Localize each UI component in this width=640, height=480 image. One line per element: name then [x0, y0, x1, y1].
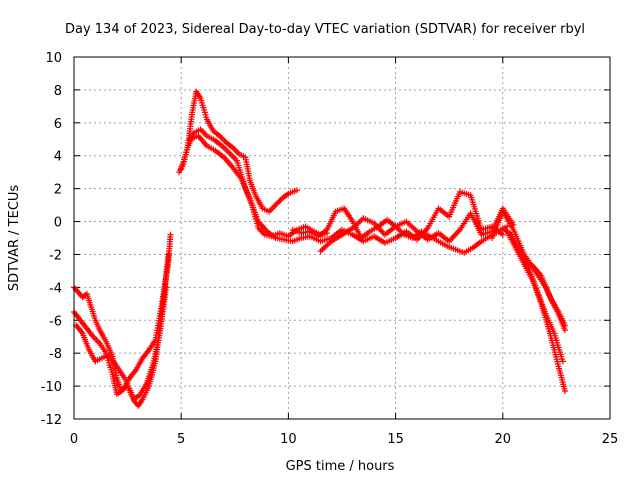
series-line — [180, 128, 328, 238]
series-trace-c — [73, 284, 170, 403]
plus-markers — [504, 228, 568, 395]
y-tick-label: 8 — [54, 84, 62, 99]
y-tick-label: 6 — [54, 117, 62, 132]
plot-frame — [73, 56, 611, 420]
series-trace-d — [176, 88, 300, 215]
series-trace-h — [306, 188, 506, 246]
axis-ticks: 0 5 10 15 20 25 -12 -10 -8 -6 -4 -2 0 2 4 6 8 10 — [41, 51, 619, 447]
y-tick-label: -2 — [49, 248, 62, 263]
y-tick-label: -12 — [41, 413, 62, 428]
data-series — [71, 88, 568, 409]
x-tick-label: 0 — [70, 432, 78, 447]
y-tick-label: 0 — [54, 216, 62, 231]
x-axis-label: GPS time / hours — [286, 459, 395, 474]
y-tick-label: -6 — [49, 314, 62, 329]
plus-markers — [178, 126, 330, 240]
series-line — [502, 227, 564, 362]
plus-markers — [186, 133, 313, 245]
y-tick-label: -10 — [41, 380, 62, 395]
series-trace-e — [178, 126, 330, 240]
plus-markers — [73, 284, 170, 403]
y-tick-label: -8 — [49, 347, 62, 362]
x-tick-label: 20 — [495, 432, 512, 447]
plus-markers — [521, 256, 568, 334]
y-tick-label: 2 — [54, 183, 62, 198]
x-tick-label: 10 — [280, 432, 297, 447]
series-trace-k — [499, 225, 566, 365]
x-tick-label: 25 — [602, 432, 619, 447]
series-trace-l — [504, 228, 568, 395]
y-axis-label: SDTVAR / TECUs — [7, 185, 22, 292]
plus-markers — [306, 188, 506, 246]
x-tick-label: 15 — [387, 432, 404, 447]
plus-markers — [176, 88, 300, 215]
series-trace-f — [186, 133, 313, 245]
y-tick-label: 4 — [54, 150, 62, 165]
chart-title: Day 134 of 2023, Sidereal Day-to-day VTE… — [65, 22, 585, 37]
y-tick-label: 10 — [45, 51, 62, 66]
series-trace-m — [521, 256, 568, 334]
plus-markers — [499, 225, 566, 365]
x-tick-label: 5 — [177, 432, 185, 447]
y-tick-label: -4 — [49, 281, 62, 296]
